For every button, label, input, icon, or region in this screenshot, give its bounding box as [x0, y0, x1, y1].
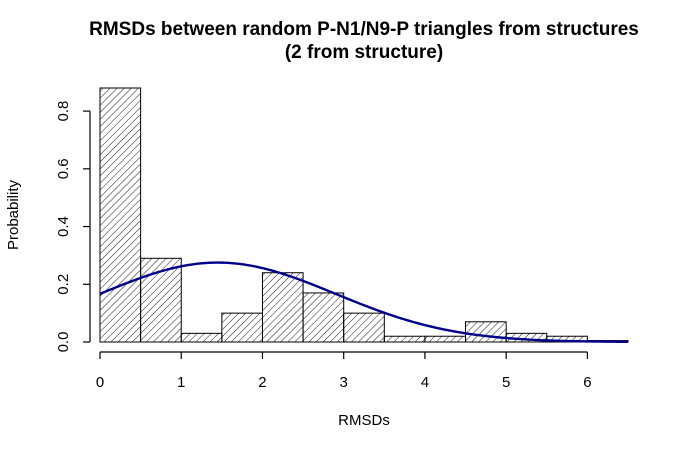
y-axis-label: Probability: [5, 179, 22, 250]
histogram-bar-8: [424, 335, 467, 343]
x-axis-label: RMSDs: [338, 412, 390, 429]
x-tick-label: 6: [583, 374, 591, 391]
y-tick-label: 0.2: [55, 274, 72, 295]
x-tick-label: 3: [340, 374, 348, 391]
x-tick-label: 5: [502, 374, 510, 391]
x-tick-label: 1: [177, 374, 185, 391]
x-axis: 0 1 2 3 4 5 6: [96, 351, 592, 391]
x-tick-label: 0: [96, 374, 104, 391]
chart-subtitle: (2 from structure): [285, 42, 443, 63]
y-tick-label: 0.4: [55, 216, 72, 237]
y-axis: 0.0 0.2 0.4 0.6 0.8: [55, 101, 91, 353]
histogram-bar-0: [99, 87, 142, 343]
histogram-bar-2: [180, 332, 223, 343]
chart-title: RMSDs between random P-N1/N9-P triangles…: [89, 19, 639, 40]
y-tick-label: 0.0: [55, 332, 72, 353]
density-curve: [99, 261, 629, 344]
histogram-bar-6: [343, 312, 385, 343]
bars-group: [99, 87, 629, 343]
histogram-bar-4: [261, 272, 304, 343]
y-tick-label: 0.8: [55, 101, 72, 122]
histogram-bar-3: [221, 312, 263, 343]
histogram-bar-7: [383, 335, 426, 343]
histogram-bar-5: [302, 292, 345, 343]
y-tick-label: 0.6: [55, 158, 72, 179]
x-tick-label: 4: [421, 374, 429, 391]
x-tick-label: 2: [258, 374, 266, 391]
histogram-bar-9: [465, 321, 507, 343]
